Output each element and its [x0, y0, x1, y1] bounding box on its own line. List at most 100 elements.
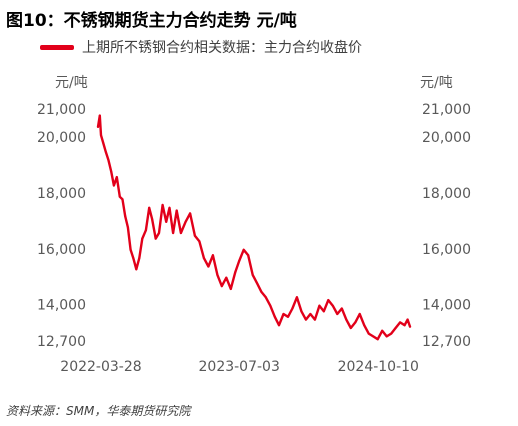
data-point — [394, 327, 397, 329]
data-point — [121, 198, 124, 201]
data-point — [144, 229, 147, 232]
x-tick-label: 2024-10-10 — [338, 359, 419, 375]
data-point — [269, 304, 272, 307]
data-point — [247, 254, 250, 257]
data-point — [403, 324, 406, 327]
data-point — [98, 114, 101, 117]
data-point — [282, 313, 285, 315]
data-point — [107, 159, 110, 162]
y-tick-label-left: 21,000 — [37, 102, 86, 118]
data-point — [340, 307, 343, 310]
data-point — [220, 285, 223, 288]
source-note: 资料来源：SMM，华泰期货研究院 — [6, 404, 191, 418]
data-point — [313, 318, 316, 321]
data-point — [327, 299, 330, 302]
data-point — [406, 318, 409, 321]
data-point — [118, 195, 121, 198]
data-point — [158, 232, 160, 234]
data-point — [390, 332, 393, 335]
legend-swatch — [40, 44, 74, 50]
data-point — [322, 310, 325, 313]
data-point — [264, 296, 267, 299]
data-point — [336, 313, 339, 315]
data-point — [179, 232, 182, 234]
data-point — [126, 226, 129, 229]
data-point — [112, 184, 115, 187]
legend-label: 上期所不锈钢合约相关数据：主力合约收盘价 — [82, 40, 362, 56]
series-line — [96, 114, 412, 341]
data-point — [148, 206, 151, 209]
data-point — [165, 220, 168, 223]
data-point — [287, 315, 289, 318]
data-point — [376, 338, 379, 341]
data-point — [295, 296, 298, 299]
data-point — [234, 271, 237, 274]
data-point — [349, 327, 352, 329]
data-point — [172, 232, 175, 234]
y-tick-label-right: 18,000 — [422, 186, 471, 202]
y-axis-unit-left: 元/吨 — [55, 75, 88, 91]
data-point — [300, 310, 303, 313]
data-point — [151, 218, 154, 220]
data-point — [278, 324, 280, 327]
data-point — [189, 212, 192, 215]
data-point — [256, 282, 259, 285]
line-chart: 12,700 12,700 14,000 14,000 16,000 16,000 18,0… — [37, 102, 471, 375]
data-point — [318, 304, 321, 307]
data-point — [135, 268, 138, 271]
y-tick-label-left: 18,000 — [37, 186, 86, 202]
data-point — [273, 315, 276, 318]
data-point — [141, 237, 144, 240]
data-point — [104, 150, 107, 153]
data-point — [309, 313, 312, 315]
y-tick-label-right: 20,000 — [422, 130, 471, 146]
data-point — [260, 290, 263, 293]
x-tick-label: 2023-07-03 — [199, 359, 280, 375]
legend: 上期所不锈钢合约相关数据：主力合约收盘价 — [40, 37, 362, 57]
data-point — [409, 325, 411, 328]
data-point — [168, 206, 171, 209]
data-point — [291, 307, 294, 310]
data-point — [242, 248, 245, 251]
data-point — [175, 209, 178, 212]
data-point — [372, 335, 375, 338]
data-point — [132, 257, 135, 260]
y-tick-label-right: 14,000 — [422, 298, 471, 314]
y-tick-label-left: 20,000 — [37, 130, 86, 146]
data-point — [207, 265, 210, 268]
x-tick-label: 2022-03-28 — [60, 359, 141, 375]
data-point — [102, 142, 105, 145]
y-tick-label-left: 16,000 — [37, 242, 86, 258]
data-point — [381, 329, 384, 332]
y-tick-label-right: 12,700 — [422, 334, 471, 350]
data-point — [193, 234, 196, 237]
data-point — [304, 318, 307, 321]
data-point — [198, 240, 201, 243]
y-axis-unit-right: 元/吨 — [420, 75, 453, 91]
data-point — [202, 257, 205, 260]
data-point — [129, 248, 132, 251]
data-point — [251, 273, 254, 276]
data-point — [97, 125, 99, 128]
data-point — [110, 170, 113, 173]
data-point — [331, 304, 334, 307]
data-point — [345, 318, 348, 321]
data-point — [138, 257, 141, 260]
data-point — [225, 276, 228, 279]
data-point — [216, 273, 219, 276]
data-point — [367, 332, 370, 335]
y-tick-label-right: 16,000 — [422, 242, 471, 258]
y-tick-label-left: 12,700 — [37, 334, 86, 350]
data-point — [154, 237, 157, 240]
data-point — [354, 321, 357, 324]
data-point — [100, 134, 102, 137]
data-point — [115, 176, 118, 179]
data-point — [363, 324, 366, 327]
data-point — [184, 220, 187, 223]
data-point — [399, 321, 402, 324]
data-point — [124, 215, 127, 218]
data-point — [358, 313, 361, 315]
chart-title: 图10：不锈钢期货主力合约走势 元/吨 — [6, 11, 297, 31]
data-point — [161, 204, 164, 206]
data-point — [238, 259, 241, 262]
